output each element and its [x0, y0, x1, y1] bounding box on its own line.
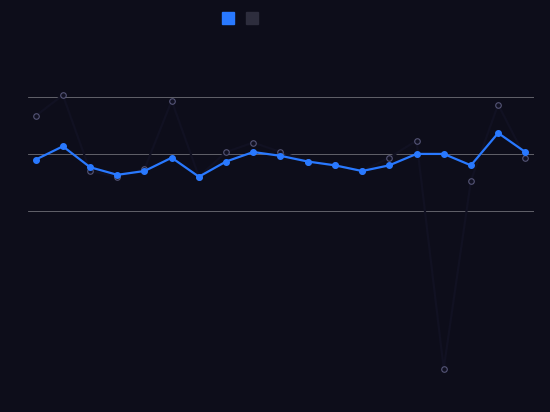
Legend: , : , — [222, 12, 258, 26]
